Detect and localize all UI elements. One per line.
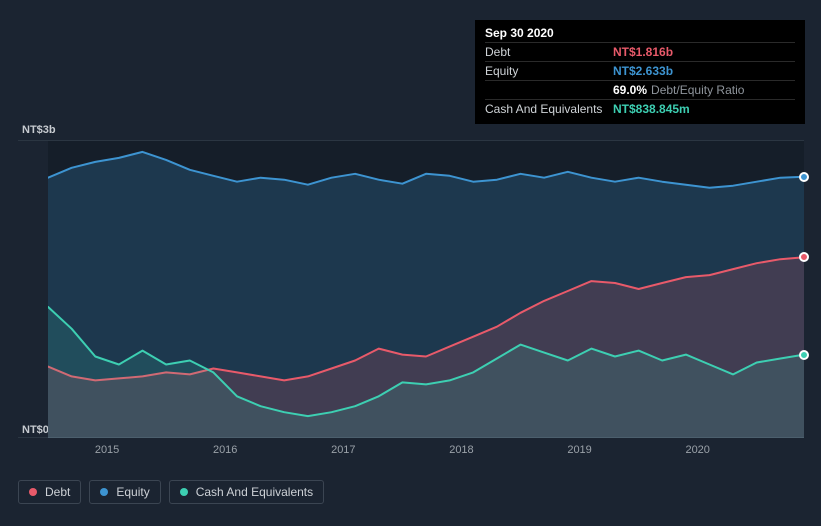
tooltip-row: DebtNT$1.816b <box>485 42 795 61</box>
legend-label: Debt <box>45 485 70 499</box>
plot-area[interactable] <box>48 140 804 438</box>
tooltip-row-label: Equity <box>485 64 613 78</box>
legend: Debt Equity Cash And Equivalents <box>18 480 324 504</box>
legend-item-cash[interactable]: Cash And Equivalents <box>169 480 324 504</box>
tooltip-row: 69.0% Debt/Equity Ratio <box>485 80 795 99</box>
plot-svg <box>48 140 804 438</box>
tooltip-panel: Sep 30 2020 DebtNT$1.816bEquityNT$2.633b… <box>475 20 805 124</box>
tooltip-row-value: NT$1.816b <box>613 45 673 59</box>
legend-label: Cash And Equivalents <box>196 485 313 499</box>
tooltip-row: Cash And EquivalentsNT$838.845m <box>485 99 795 118</box>
tooltip-row-value: NT$2.633b <box>613 64 673 78</box>
x-tick: 2020 <box>685 444 709 456</box>
tooltip-row: EquityNT$2.633b <box>485 61 795 80</box>
x-tick: 2018 <box>449 444 473 456</box>
x-tick: 2019 <box>567 444 591 456</box>
x-tick: 2016 <box>213 444 237 456</box>
tooltip-row-label: Debt <box>485 45 613 59</box>
y-axis-top-label: NT$3b <box>22 124 56 136</box>
legend-item-equity[interactable]: Equity <box>89 480 160 504</box>
chart-container: { "tooltip": { "date": "Sep 30 2020", "r… <box>0 0 821 526</box>
x-tick: 2017 <box>331 444 355 456</box>
tooltip-date: Sep 30 2020 <box>485 26 795 42</box>
legend-item-debt[interactable]: Debt <box>18 480 81 504</box>
legend-label: Equity <box>116 485 149 499</box>
tooltip-row-value: 69.0% <box>613 83 647 97</box>
x-axis: 2015 2016 2017 2018 2019 2020 <box>48 444 804 462</box>
equity-legend-dot-icon <box>100 488 108 496</box>
debt-end-marker <box>799 252 809 262</box>
x-tick: 2015 <box>95 444 119 456</box>
cash-end-marker <box>799 350 809 360</box>
debt-legend-dot-icon <box>29 488 37 496</box>
cash-legend-dot-icon <box>180 488 188 496</box>
equity-end-marker <box>799 172 809 182</box>
tooltip-row-value: NT$838.845m <box>613 102 690 116</box>
tooltip-row-sublabel: Debt/Equity Ratio <box>651 83 744 97</box>
tooltip-row-label: Cash And Equivalents <box>485 102 613 116</box>
y-axis-bottom-label: NT$0 <box>22 424 49 436</box>
